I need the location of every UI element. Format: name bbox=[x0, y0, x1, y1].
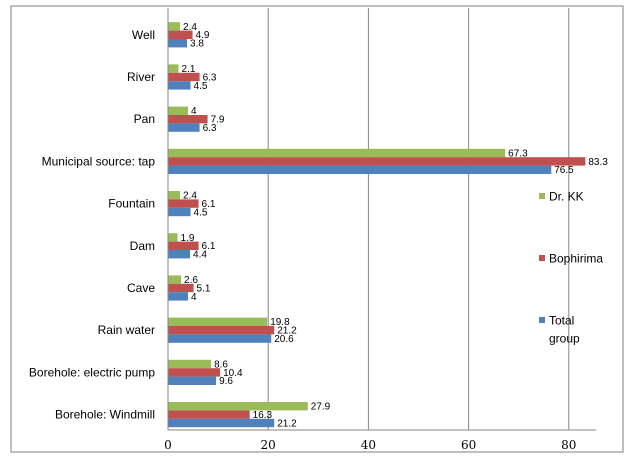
value-label: 2.4 bbox=[183, 22, 197, 33]
value-labels: 2.44.93.82.16.34.547.96.367.383.376.52.4… bbox=[181, 22, 609, 430]
value-label: 2.4 bbox=[183, 191, 197, 202]
category-label: Borehole: Windmill bbox=[55, 408, 155, 422]
value-label: 27.9 bbox=[311, 402, 331, 413]
bar-bophirima-cave bbox=[168, 283, 194, 293]
value-label: 10.4 bbox=[223, 368, 243, 379]
value-label: 5.1 bbox=[197, 283, 211, 294]
x-tick-label: 60 bbox=[461, 438, 476, 452]
value-label: 8.6 bbox=[214, 359, 228, 370]
value-label: 2.6 bbox=[184, 275, 198, 286]
bar-bophirima-fountain bbox=[168, 199, 199, 208]
legend-label: group bbox=[549, 332, 580, 346]
category-label: Fountain bbox=[108, 197, 155, 211]
bar-bophirima-rain-water bbox=[168, 326, 275, 335]
bar-total-group-dam bbox=[168, 250, 191, 259]
category-label: Well bbox=[132, 28, 155, 42]
axes bbox=[167, 8, 596, 431]
bar-bophirima-well bbox=[168, 30, 193, 39]
category-label: Rain water bbox=[98, 323, 155, 337]
bar-total-group-rain-water bbox=[168, 334, 272, 343]
category-label: Dam bbox=[130, 239, 155, 253]
bar-bophirima-borehole-electric-pump bbox=[168, 368, 221, 377]
x-tick-label: 40 bbox=[361, 438, 376, 452]
bar-dr-kk-borehole-windmill bbox=[168, 402, 308, 411]
value-label: 7.9 bbox=[211, 115, 225, 126]
legend-label: Bophirima bbox=[549, 252, 603, 266]
value-label: 2.1 bbox=[182, 64, 196, 75]
bar-dr-kk-pan bbox=[168, 106, 189, 115]
value-label: 9.6 bbox=[219, 376, 233, 387]
category-labels: Well River Pan Municipal source: tap Fountai… bbox=[29, 28, 155, 422]
bar-dr-kk-fountain bbox=[168, 191, 181, 200]
value-label: 76.5 bbox=[554, 165, 574, 176]
bar-bophirima-dam bbox=[168, 241, 199, 250]
value-label: 4.5 bbox=[194, 81, 208, 92]
gridlines bbox=[267, 8, 570, 430]
bar-dr-kk-borehole-electric-pump bbox=[168, 359, 212, 369]
value-label: 6.3 bbox=[203, 72, 217, 83]
value-label: 67.3 bbox=[508, 148, 528, 159]
value-label: 1.9 bbox=[181, 233, 195, 244]
bar-dr-kk-river bbox=[168, 64, 179, 73]
legend-swatch-total-group bbox=[539, 317, 545, 323]
value-label: 21.2 bbox=[277, 326, 297, 337]
value-label: 4 bbox=[191, 292, 197, 303]
category-label: Municipal source: tap bbox=[42, 154, 156, 168]
bar-total-group-fountain bbox=[168, 207, 191, 217]
value-label: 4 bbox=[191, 106, 197, 117]
legend-swatch-dr-kk bbox=[539, 193, 545, 199]
category-label: Borehole: electric pump bbox=[29, 365, 155, 379]
value-label: 4.4 bbox=[193, 250, 207, 261]
bar-total-group-borehole-electric-pump bbox=[168, 376, 217, 385]
bar-total-group-river bbox=[168, 81, 191, 90]
value-label: 20.6 bbox=[274, 334, 294, 345]
bar-dr-kk-municipal-source-tap bbox=[168, 148, 506, 158]
value-label: 6.1 bbox=[202, 241, 216, 252]
bar-bophirima-borehole-windmill bbox=[168, 410, 250, 419]
bar-total-group-well bbox=[168, 39, 188, 48]
x-tick-label: 20 bbox=[261, 438, 276, 452]
value-label: 6.1 bbox=[202, 199, 216, 210]
chart-border bbox=[10, 5, 624, 453]
bar-total-group-borehole-windmill bbox=[168, 418, 275, 428]
value-label: 6.3 bbox=[203, 123, 217, 134]
category-label: Pan bbox=[134, 112, 155, 126]
value-label: 4.5 bbox=[194, 207, 208, 218]
legend-label: Total bbox=[549, 314, 574, 328]
value-label: 83.3 bbox=[588, 157, 608, 168]
legend-label: Dr. KK bbox=[549, 190, 584, 204]
value-label: 16.3 bbox=[253, 410, 273, 421]
x-tick-label: 80 bbox=[561, 438, 576, 452]
bar-dr-kk-cave bbox=[168, 275, 182, 284]
value-label: 19.8 bbox=[270, 317, 290, 328]
bar-dr-kk-dam bbox=[168, 233, 178, 242]
legend-swatch-bophirima bbox=[539, 255, 545, 261]
category-label: River bbox=[127, 70, 155, 84]
bar-total-group-municipal-source-tap bbox=[168, 165, 552, 174]
bar-total-group-cave bbox=[168, 292, 189, 301]
category-label: Cave bbox=[127, 281, 155, 295]
x-tick-label: 0 bbox=[164, 438, 172, 452]
bar-dr-kk-rain-water bbox=[168, 317, 268, 326]
bar-bophirima-pan bbox=[168, 115, 208, 124]
bar-total-group-pan bbox=[168, 123, 200, 132]
legend: Dr. KK Bophirima Total group bbox=[539, 190, 603, 346]
bar-dr-kk-well bbox=[168, 22, 181, 31]
x-tick-labels: 0 20 40 60 80 bbox=[164, 438, 576, 452]
value-label: 4.9 bbox=[196, 30, 210, 41]
bars bbox=[168, 22, 586, 428]
value-label: 3.8 bbox=[190, 39, 204, 50]
value-label: 21.2 bbox=[277, 418, 297, 429]
bar-bophirima-municipal-source-tap bbox=[168, 157, 586, 166]
bar-bophirima-river bbox=[168, 72, 200, 82]
